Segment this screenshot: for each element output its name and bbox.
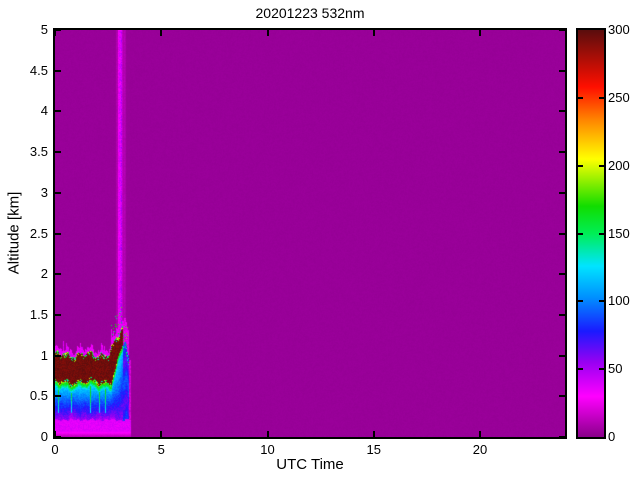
y-tick-mark (55, 110, 61, 113)
y-tick-mark-right (559, 69, 565, 72)
x-tick-label: 5 (157, 442, 165, 457)
y-tick-mark (55, 313, 61, 316)
x-tick-mark-top (372, 30, 375, 36)
chart-title: 20201223 532nm (255, 5, 365, 21)
y-tick-mark-right (559, 29, 565, 31)
y-tick-mark-right (559, 395, 565, 398)
plot-area (53, 28, 567, 439)
x-tick-mark (160, 431, 163, 437)
colorbar-tick-mark (599, 368, 604, 371)
y-tick-label: 0.5 (29, 388, 48, 404)
y-tick-mark-right (559, 110, 565, 113)
y-tick-mark (55, 191, 61, 194)
y-tick-mark (55, 273, 61, 276)
colorbar-tick-mark (599, 300, 604, 303)
x-tick-mark-top (266, 30, 269, 36)
x-tick-mark (266, 431, 269, 437)
x-tick-mark (372, 431, 375, 437)
y-tick-label: 4.5 (29, 62, 48, 78)
colorbar-tick-label: 50 (608, 361, 623, 377)
colorbar-tick-mark (578, 368, 583, 371)
colorbar-tick-mark (578, 300, 583, 303)
y-tick-label: 0 (40, 429, 48, 444)
colorbar-tick-mark (578, 96, 583, 99)
y-tick-mark-right (559, 436, 565, 438)
colorbar-tick-label: 250 (608, 89, 630, 105)
x-tick-label: 20 (472, 442, 488, 457)
y-tick-mark (55, 354, 61, 357)
y-tick-label: 5 (40, 22, 48, 37)
colorbar-tick-mark (599, 232, 604, 235)
colorbar-tick-mark (578, 232, 583, 235)
y-tick-mark (55, 232, 61, 235)
y-tick-mark-right (559, 354, 565, 357)
colorbar-tick-mark (578, 164, 583, 167)
y-tick-label: 3.5 (29, 144, 48, 160)
colorbar-tick-label: 300 (608, 22, 630, 37)
y-tick-mark (55, 29, 61, 31)
y-tick-label: 2 (40, 266, 48, 282)
y-tick-label: 1 (40, 347, 48, 363)
y-tick-label: 3 (40, 184, 48, 200)
y-tick-mark-right (559, 273, 565, 276)
x-tick-mark (54, 431, 56, 437)
y-tick-mark-right (559, 313, 565, 316)
y-tick-label: 2.5 (29, 225, 48, 241)
x-tick-mark-top (160, 30, 163, 36)
y-tick-mark (55, 151, 61, 154)
heatmap-canvas (55, 30, 565, 437)
colorbar-tick-mark (599, 96, 604, 99)
y-tick-mark-right (559, 232, 565, 235)
colorbar (576, 28, 606, 439)
x-tick-mark-top (479, 30, 481, 36)
colorbar-tick-label: 200 (608, 157, 630, 173)
x-tick-label: 15 (366, 442, 381, 457)
colorbar-tick-label: 100 (608, 293, 630, 309)
y-tick-mark (55, 436, 61, 438)
y-tick-mark (55, 69, 61, 72)
y-tick-mark-right (559, 151, 565, 154)
x-axis-label: UTC Time (276, 456, 344, 473)
y-tick-mark-right (559, 191, 565, 194)
x-tick-label: 10 (260, 442, 275, 457)
colorbar-tick-label: 150 (608, 225, 630, 241)
x-tick-mark (479, 431, 481, 437)
y-tick-label: 1.5 (29, 306, 48, 322)
x-tick-label: 0 (51, 442, 59, 457)
colorbar-tick-mark (599, 164, 604, 167)
x-tick-mark-top (54, 30, 56, 36)
y-tick-mark (55, 395, 61, 398)
y-tick-label: 4 (40, 103, 48, 119)
colorbar-tick-label: 0 (608, 429, 616, 444)
